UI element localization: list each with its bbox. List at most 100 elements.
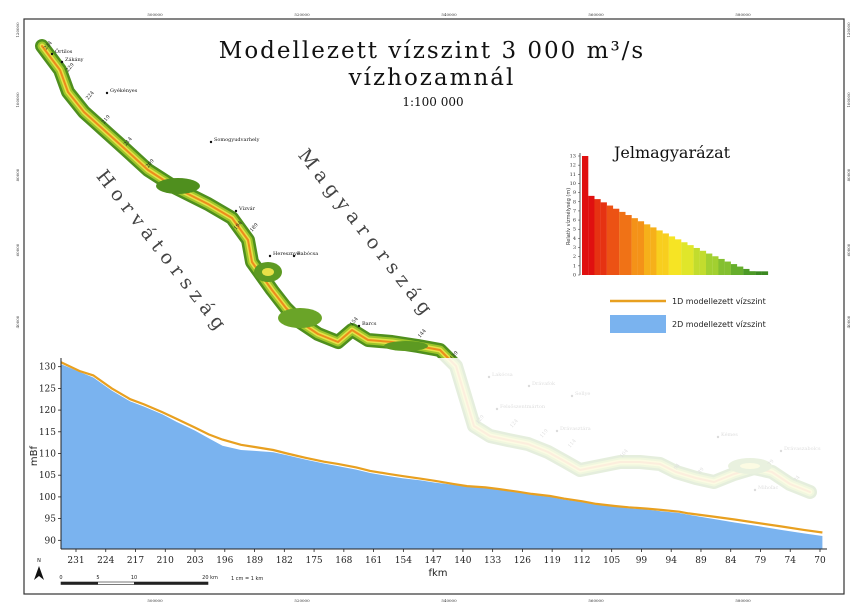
scale-tick-0: 0 bbox=[59, 575, 62, 581]
settlement-label: Somogyudvarhely bbox=[214, 137, 260, 143]
frame-top-ticks: 500000 520000 540000 560000 580000 bbox=[147, 12, 751, 17]
settlement-dot bbox=[50, 52, 54, 56]
chart-y-axis: 90 95 100 105 110 115 120 125 130 bbox=[39, 363, 61, 546]
settlement-label: Vízvár bbox=[238, 205, 256, 212]
y-tick-label: 90 bbox=[45, 536, 57, 546]
x-tick-label: 210 bbox=[157, 556, 174, 566]
legend-depth-bar bbox=[637, 221, 645, 275]
river-km-mark: 194 bbox=[233, 220, 244, 231]
settlement-label: Gyékényes bbox=[110, 87, 138, 94]
frame-tick-bottom: 560000 bbox=[588, 598, 604, 603]
x-tick-label: 99 bbox=[636, 556, 648, 566]
settlement-label: Zákány bbox=[65, 56, 84, 63]
scale-bar: 0 5 10 20 km 1 cm = 1 km bbox=[59, 575, 263, 585]
river-km-mark: 209 bbox=[145, 158, 156, 169]
x-tick-label: 84 bbox=[725, 556, 737, 566]
settlement-dot bbox=[357, 324, 361, 328]
y-tick-label: 95 bbox=[45, 515, 57, 525]
x-tick-label: 224 bbox=[97, 556, 114, 566]
legend-depth-bar bbox=[656, 230, 663, 275]
legend-depth-bar bbox=[718, 258, 725, 275]
legend-depth-bar bbox=[699, 250, 707, 275]
x-tick-label: 196 bbox=[216, 556, 233, 566]
legend-depth-bar bbox=[625, 215, 632, 275]
legend-depth-bar bbox=[619, 211, 626, 275]
legend-depth-bar bbox=[588, 195, 595, 275]
x-tick-label: 112 bbox=[573, 556, 590, 566]
y-tick-label: 100 bbox=[39, 493, 56, 503]
y-tick-label: 115 bbox=[39, 428, 56, 438]
settlement-dot bbox=[60, 60, 64, 64]
y-tick-label: 125 bbox=[39, 384, 56, 394]
scale-tick-20: 20 km bbox=[202, 575, 218, 581]
river-km-mark: 144 bbox=[417, 328, 428, 339]
settlement-label: Barcs bbox=[362, 321, 377, 327]
x-tick-label: 154 bbox=[395, 556, 412, 566]
legend-2d-area-swatch bbox=[610, 315, 666, 333]
settlement-dot bbox=[268, 254, 272, 258]
scale-tick-10: 10 bbox=[131, 575, 137, 581]
legend-depth-bar bbox=[613, 208, 620, 275]
river-km-mark: 189 bbox=[249, 222, 260, 233]
frame-tick-top: 560000 bbox=[588, 12, 604, 17]
x-tick-label: 126 bbox=[514, 556, 531, 566]
series-1d-line bbox=[60, 361, 823, 534]
frame-tick-bottom: 500000 bbox=[147, 598, 163, 603]
x-tick-label: 119 bbox=[544, 556, 561, 566]
legend-tick-label: 10 bbox=[570, 181, 576, 187]
scale-note: 1 cm = 1 km bbox=[231, 576, 263, 582]
settlement-dot bbox=[105, 91, 109, 95]
frame-tick-left: 40000 bbox=[15, 315, 20, 328]
legend-depth-bar bbox=[730, 264, 738, 275]
river-km-mark: 219 bbox=[101, 114, 112, 125]
map-scale-text: 1:100 000 bbox=[402, 95, 463, 109]
frame-tick-right: 40000 bbox=[846, 315, 851, 328]
legend-depth-bar bbox=[737, 266, 744, 275]
legend-tick-label: 5 bbox=[573, 227, 576, 233]
settlement-dot bbox=[292, 254, 296, 258]
x-tick-label: 217 bbox=[127, 556, 144, 566]
legend-depth-bar bbox=[755, 271, 762, 275]
river-km-mark: 224 bbox=[85, 90, 96, 101]
chart-x-label: fkm bbox=[428, 568, 447, 579]
legend-depth-bar bbox=[706, 253, 713, 275]
map-title-line2: vízhozamnál bbox=[348, 65, 516, 91]
legend-tick-label: 13 bbox=[570, 154, 576, 160]
settlement-dot bbox=[234, 209, 238, 213]
frame-tick-left: 100000 bbox=[15, 92, 20, 108]
north-arrow: N bbox=[34, 558, 44, 580]
legend-tick-label: 4 bbox=[573, 236, 576, 242]
legend-depth-bar bbox=[724, 261, 731, 275]
legend-tick-label: 6 bbox=[573, 218, 576, 224]
legend-2d-label: 2D modellezett vízszint bbox=[672, 320, 766, 329]
chart-y-label: mBf bbox=[29, 445, 40, 466]
legend-depth-bar bbox=[582, 156, 589, 275]
legend-depth-bar bbox=[606, 205, 614, 275]
x-tick-label: 70 bbox=[814, 556, 826, 566]
legend-depth-bars bbox=[582, 156, 769, 275]
x-tick-label: 147 bbox=[425, 556, 442, 566]
legend: Jelmagyarázat Relatív vízmélység (m) 012… bbox=[565, 143, 769, 333]
frame-tick-left: 60000 bbox=[15, 243, 20, 256]
river-km-mark: 139 bbox=[449, 350, 460, 361]
legend-depth-bar bbox=[675, 239, 682, 275]
legend-depth-bar bbox=[712, 256, 719, 275]
y-tick-label: 120 bbox=[39, 406, 56, 416]
settlement-dot bbox=[209, 140, 213, 144]
frame-right-ticks: 120000 100000 80000 60000 40000 bbox=[846, 22, 851, 328]
north-label: N bbox=[37, 558, 41, 564]
x-tick-label: 133 bbox=[484, 556, 501, 566]
x-tick-label: 79 bbox=[755, 556, 767, 566]
frame-tick-top: 500000 bbox=[147, 12, 163, 17]
frame-tick-top: 580000 bbox=[735, 12, 751, 17]
frame-tick-top: 520000 bbox=[294, 12, 310, 17]
frame-tick-right: 100000 bbox=[846, 92, 851, 108]
legend-depth-bar bbox=[594, 199, 601, 275]
legend-depth-bar bbox=[662, 233, 669, 275]
legend-depth-bar bbox=[668, 236, 676, 275]
frame-left-ticks: 120000 100000 80000 60000 40000 bbox=[15, 22, 20, 328]
frame-tick-right: 120000 bbox=[846, 22, 851, 38]
